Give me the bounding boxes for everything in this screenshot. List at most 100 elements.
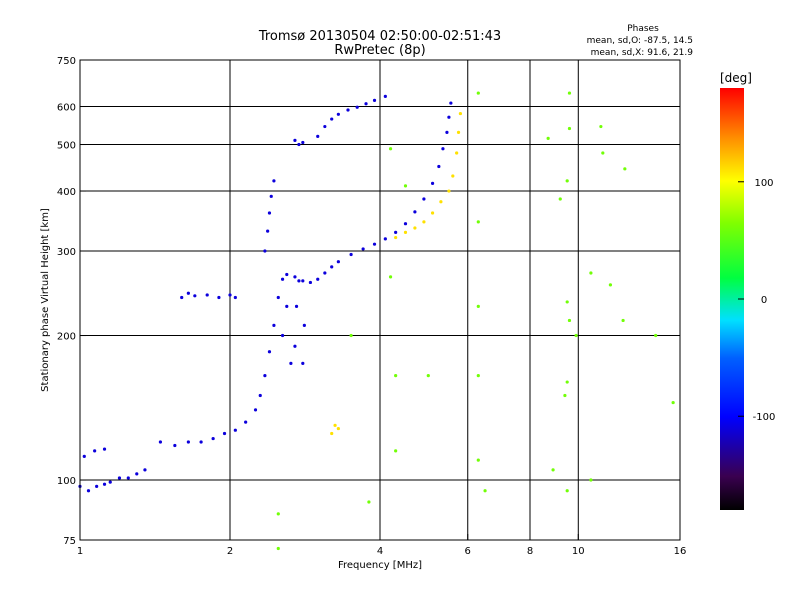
data-point: [336, 260, 340, 264]
data-point: [565, 300, 569, 304]
data-point: [449, 101, 453, 105]
data-point: [199, 440, 203, 444]
data-point: [403, 184, 408, 188]
data-point: [394, 235, 398, 240]
data-point: [330, 431, 334, 436]
data-point: [294, 304, 299, 309]
data-point: [355, 105, 359, 109]
x-tick-label: 6: [465, 546, 471, 557]
data-point: [476, 458, 480, 462]
data-point: [447, 115, 451, 119]
data-point: [108, 480, 112, 484]
y-tick-label: 100: [57, 476, 76, 487]
data-point: [205, 293, 209, 297]
data-point: [599, 124, 603, 129]
data-point: [267, 211, 272, 215]
data-point: [308, 280, 313, 285]
data-point: [297, 279, 301, 283]
data-point: [567, 318, 572, 323]
y-tick-label: 200: [57, 332, 76, 343]
data-point: [565, 380, 569, 384]
colorbar: [deg] 100 0 -100: [720, 71, 775, 510]
data-point: [563, 393, 567, 398]
data-point: [546, 136, 550, 140]
data-point: [272, 179, 276, 183]
data-point: [135, 472, 139, 476]
data-point: [383, 94, 387, 98]
y-tick-label: 75: [63, 536, 76, 547]
data-point: [574, 333, 578, 338]
data-point: [233, 428, 237, 432]
stats-header: Phases: [627, 24, 659, 34]
data-point: [323, 124, 327, 129]
chart-subtitle: RwPretec (8p): [334, 43, 425, 58]
data-point: [316, 134, 320, 138]
x-tick-label: 16: [674, 546, 687, 557]
data-point: [476, 91, 480, 95]
data-point: [301, 279, 305, 283]
y-tick-label: 300: [57, 247, 76, 258]
data-point: [403, 222, 408, 226]
data-point: [589, 271, 593, 275]
data-point: [394, 374, 398, 378]
data-point: [289, 361, 293, 365]
data-point: [297, 142, 301, 147]
data-point: [333, 423, 337, 427]
data-point: [280, 277, 285, 281]
colorbar-ticks: 100 0 -100: [738, 178, 775, 423]
data-point: [346, 108, 350, 112]
data-point: [671, 400, 675, 405]
data-point: [476, 374, 480, 378]
data-point: [316, 277, 320, 281]
data-point: [601, 151, 605, 155]
y-tick-label: 400: [57, 187, 76, 198]
data-point: [567, 91, 572, 95]
data-point: [330, 265, 334, 269]
x-tick-label: 8: [527, 546, 533, 557]
data-point: [589, 478, 593, 482]
data-point: [95, 484, 99, 488]
stats-line-x: mean, sd,X: 91.6, 21.9: [591, 48, 694, 58]
data-point: [422, 197, 426, 201]
data-point: [186, 440, 190, 444]
data-point: [476, 220, 480, 224]
y-axis-label: Stationary phase Virtual Height [km]: [40, 208, 51, 392]
data-point: [323, 271, 327, 275]
data-point: [364, 102, 368, 106]
data-point: [447, 189, 451, 193]
data-point: [623, 167, 627, 171]
data-point: [126, 476, 130, 480]
data-point: [565, 179, 569, 183]
data-point: [253, 408, 258, 412]
data-point: [143, 468, 147, 472]
data-point: [349, 252, 353, 257]
data-point: [413, 210, 417, 214]
data-point: [439, 200, 443, 204]
data-point: [293, 138, 297, 142]
data-point: [193, 294, 197, 298]
data-point: [445, 130, 449, 134]
data-point: [211, 436, 215, 441]
data-point: [285, 304, 289, 309]
data-point: [173, 443, 177, 448]
data-point: [117, 476, 122, 480]
data-point: [301, 140, 305, 145]
data-point: [233, 295, 237, 300]
data-point: [349, 333, 353, 338]
grid: [80, 60, 680, 540]
data-point: [455, 151, 459, 155]
data-point: [301, 361, 305, 365]
data-point: [158, 440, 163, 444]
data-point: [217, 295, 221, 300]
data-point: [565, 489, 569, 493]
data-point: [86, 489, 91, 493]
data-point: [302, 323, 306, 327]
data-point: [403, 230, 408, 235]
data-point: [102, 447, 107, 451]
x-axis-label: Frequency [MHz]: [338, 560, 422, 571]
data-point: [336, 112, 340, 116]
y-tick-label: 600: [57, 103, 76, 114]
data-point: [558, 197, 562, 201]
data-point: [567, 126, 572, 131]
